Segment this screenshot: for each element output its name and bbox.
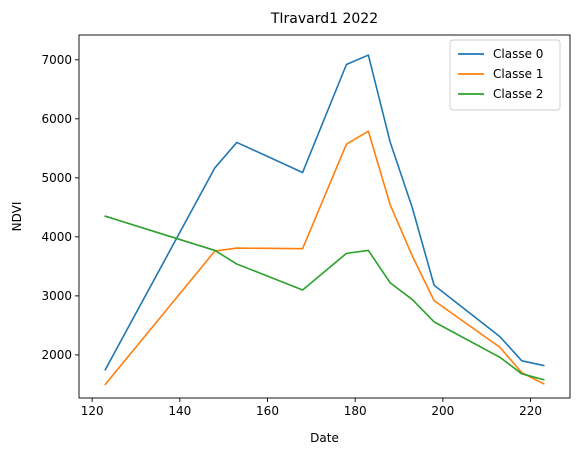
- y-tick-label: 7000: [41, 53, 72, 67]
- legend-label-classe-2: Classe 2: [493, 87, 543, 101]
- x-tick-label: 180: [344, 404, 367, 418]
- y-tick-label: 2000: [41, 348, 72, 362]
- axes-layer: 120 140 160 180 200 220 2000 3000 4000 5000 6000 70…: [41, 34, 571, 418]
- y-tick-label: 3000: [41, 289, 72, 303]
- y-tick-label: 4000: [41, 230, 72, 244]
- x-tick-label: 220: [519, 404, 542, 418]
- y-tick-label: 5000: [41, 171, 72, 185]
- legend-label-classe-0: Classe 0: [493, 47, 543, 61]
- legend-label-classe-1: Classe 1: [493, 67, 543, 81]
- series-line-classe-1: [104, 130, 545, 386]
- series-line-classe-0: [104, 54, 545, 371]
- series-line-classe-2: [104, 215, 545, 381]
- legend-box: [449, 39, 561, 111]
- y-tick-label: 6000: [41, 112, 72, 126]
- y-axis-label: NDVI: [10, 202, 24, 232]
- series-layer: [104, 54, 545, 386]
- x-tick-label: 140: [168, 404, 191, 418]
- plot-frame: [78, 34, 571, 399]
- x-tick-label: 200: [431, 404, 454, 418]
- legend: Classe 0 Classe 1 Classe 2: [449, 39, 561, 111]
- chart-title: TIravard1 2022: [270, 11, 378, 27]
- x-axis-label: Date: [310, 431, 339, 445]
- x-tick-label: 120: [81, 404, 104, 418]
- x-tick-label: 160: [256, 404, 279, 418]
